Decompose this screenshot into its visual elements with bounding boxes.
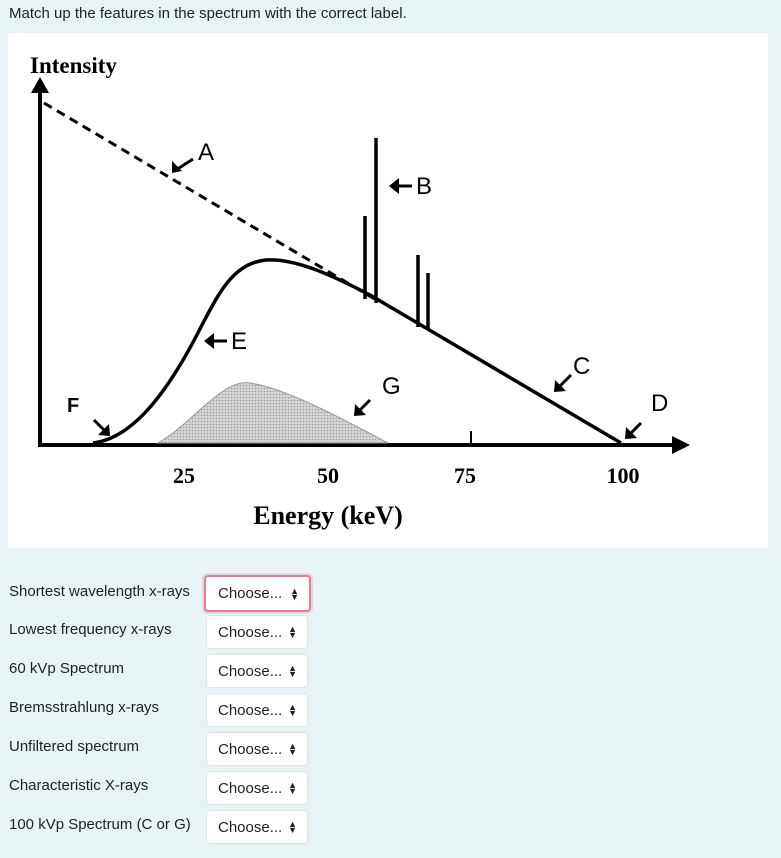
question-row: Unfiltered spectrum [9, 728, 139, 764]
question-label: 60 kVp Spectrum [9, 659, 125, 677]
spectrum-figure: Intensity 25 50 75 100 Energy (keV) [8, 33, 768, 548]
answer-select-60kvp[interactable]: Choose... ▲ ▼ [206, 654, 308, 688]
answer-select-lowest-frequency[interactable]: Choose... ▲ ▼ [206, 615, 308, 649]
label-b: B [416, 173, 432, 200]
select-value: Choose... [218, 623, 283, 641]
arrow-b-icon [389, 178, 412, 194]
arrow-f-icon [92, 418, 110, 436]
question-row: 60 kVp Spectrum [9, 650, 124, 686]
arrow-g-icon [354, 398, 372, 416]
answer-select-unfiltered[interactable]: Choose... ▲ ▼ [206, 732, 308, 766]
select-arrows-icon: ▲ ▼ [290, 585, 299, 602]
label-d: D [651, 390, 668, 417]
arrow-c-icon [554, 373, 573, 392]
question-prompt: Match up the features in the spectrum wi… [9, 5, 407, 22]
select-value: Choose... [218, 818, 283, 836]
answer-select-shortest-wavelength[interactable]: Choose... ▲ ▼ [204, 575, 311, 612]
question-label: 100 kVp Spectrum (C or G) [9, 815, 191, 833]
label-c: C [573, 353, 590, 380]
unfiltered-spectrum-line [43, 101, 379, 303]
characteristic-lines [363, 138, 430, 330]
select-value: Choose... [218, 662, 283, 680]
answer-select-characteristic[interactable]: Choose... ▲ ▼ [206, 771, 308, 805]
bremsstrahlung-curve [92, 258, 622, 445]
arrow-a-icon [172, 157, 194, 173]
answer-select-bremsstrahlung[interactable]: Choose... ▲ ▼ [206, 693, 308, 727]
x-axis-label: Energy (keV) [253, 501, 402, 530]
spectrum-60kvp-area [156, 382, 389, 444]
select-arrows-icon: ▲ ▼ [288, 663, 297, 679]
select-value: Choose... [218, 585, 283, 602]
label-e: E [231, 328, 247, 355]
tick-label-50: 50 [317, 463, 339, 488]
question-row: Lowest frequency x-rays [9, 611, 172, 647]
select-value: Choose... [218, 740, 283, 758]
select-arrows-icon: ▲ ▼ [288, 624, 297, 640]
spectrum-diagram: Intensity 25 50 75 100 Energy (keV) [30, 53, 690, 530]
y-axis [31, 77, 49, 445]
select-arrows-icon: ▲ ▼ [288, 702, 297, 718]
question-label: Characteristic X-rays [9, 776, 149, 794]
y-axis-label: Intensity [30, 53, 117, 78]
select-value: Choose... [218, 779, 283, 797]
question-label: Bremsstrahlung x-rays [9, 698, 160, 716]
select-arrows-icon: ▲ ▼ [288, 780, 297, 796]
arrow-d-icon [625, 421, 643, 439]
question-row: Shortest wavelength x-rays [9, 573, 190, 609]
arrow-e-icon [204, 333, 227, 349]
tick-label-75: 75 [454, 463, 476, 488]
label-f: F [67, 395, 79, 417]
label-g: G [382, 373, 401, 400]
question-label: Unfiltered spectrum [9, 737, 140, 755]
label-a: A [198, 139, 214, 166]
select-value: Choose... [218, 701, 283, 719]
question-label: Shortest wavelength x-rays [9, 582, 190, 600]
question-row: Bremsstrahlung x-rays [9, 689, 159, 725]
select-arrows-icon: ▲ ▼ [288, 741, 297, 757]
question-label: Lowest frequency x-rays [9, 620, 172, 638]
tick-label-25: 25 [173, 463, 195, 488]
question-row: Characteristic X-rays [9, 767, 148, 803]
tick-label-100: 100 [607, 463, 640, 488]
question-row: 100 kVp Spectrum (C or G) [9, 806, 191, 842]
select-arrows-icon: ▲ ▼ [288, 819, 297, 835]
answer-select-100kvp[interactable]: Choose... ▲ ▼ [206, 810, 308, 844]
